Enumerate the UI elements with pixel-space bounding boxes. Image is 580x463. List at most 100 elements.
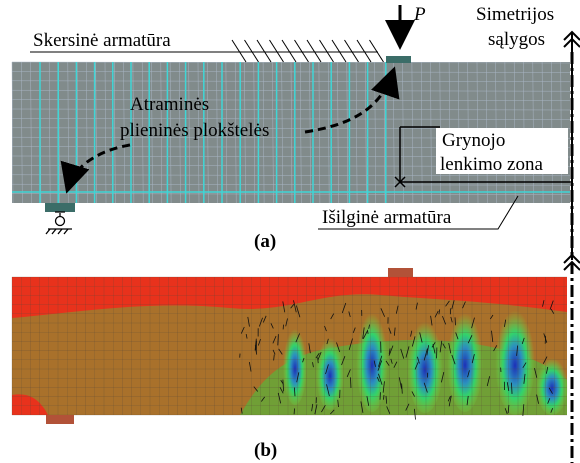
- crack: [385, 360, 390, 366]
- crack: [249, 361, 252, 372]
- mesh-line: [21, 61, 23, 204]
- crack: [451, 300, 455, 310]
- crack: [439, 340, 443, 353]
- crack: [312, 362, 314, 368]
- transverse-rebar-label: Skersinė armatūra: [33, 30, 171, 51]
- crack: [272, 335, 277, 344]
- zone-bracket: [399, 126, 572, 183]
- crack: [548, 387, 553, 394]
- mesh-line: [141, 61, 144, 204]
- crack: [448, 395, 452, 407]
- crack: [466, 395, 469, 406]
- crack: [447, 395, 451, 402]
- mesh-line: [430, 61, 432, 204]
- crack: [317, 357, 319, 364]
- load-plate: [388, 268, 413, 277]
- crack: [405, 403, 410, 411]
- damage-zone: [536, 355, 568, 415]
- crack: [380, 308, 386, 317]
- crack: [506, 382, 510, 392]
- mesh-line: [11, 183, 571, 186]
- mesh-line: [281, 61, 283, 204]
- crack: [471, 354, 475, 364]
- leader-line: [318, 195, 519, 230]
- crack: [285, 318, 288, 327]
- crack: [336, 342, 341, 353]
- crack: [522, 362, 527, 369]
- crack: [362, 331, 368, 340]
- zone-marker: [394, 176, 406, 188]
- leader-arrow: [60, 143, 131, 194]
- crack: [400, 348, 405, 359]
- crack: [258, 317, 263, 327]
- crack: [277, 392, 282, 404]
- stirrups: [39, 62, 387, 203]
- crack: [324, 325, 327, 332]
- mesh-line: [346, 61, 349, 204]
- mesh-line: [197, 61, 200, 204]
- mesh-line: [188, 61, 190, 204]
- crack: [398, 377, 402, 389]
- label-bg: [436, 128, 568, 174]
- mesh-line: [11, 99, 571, 101]
- mesh-line: [11, 108, 571, 111]
- crack: [240, 407, 243, 414]
- crack: [253, 386, 259, 392]
- crack: [261, 396, 266, 402]
- crack: [448, 342, 452, 354]
- mesh-line: [104, 61, 107, 204]
- crack: [426, 345, 430, 356]
- crack: [550, 308, 555, 314]
- mesh-line: [11, 89, 571, 92]
- panel-b: (b): [11, 253, 580, 463]
- crack: [294, 387, 296, 397]
- crack: [308, 343, 311, 354]
- crack: [373, 360, 376, 367]
- mesh-line: [11, 174, 571, 177]
- cracks: [239, 300, 555, 420]
- mesh-line: [290, 61, 293, 204]
- crack: [504, 319, 507, 328]
- crack: [317, 352, 322, 361]
- crack: [257, 338, 261, 346]
- load-label: P: [413, 4, 426, 25]
- leader-line: [281, 39, 297, 63]
- mesh-line: [11, 61, 14, 204]
- mesh-line: [207, 61, 209, 204]
- crack: [416, 356, 420, 364]
- crack: [511, 382, 513, 394]
- mesh: [11, 276, 567, 416]
- crack: [360, 401, 364, 413]
- crack: [549, 300, 554, 310]
- mesh-line: [11, 80, 571, 83]
- crack: [423, 348, 428, 361]
- damage-zone: [316, 334, 344, 410]
- crack: [523, 373, 526, 384]
- crack: [521, 337, 525, 344]
- crack: [516, 345, 518, 356]
- crack: [272, 349, 276, 355]
- mesh: [11, 61, 571, 204]
- damage-zone: [356, 308, 388, 412]
- zone-label: Grynojo: [442, 130, 505, 151]
- leader-line: [344, 39, 359, 63]
- crack: [282, 379, 284, 392]
- crack: [430, 315, 433, 326]
- crack: [341, 302, 347, 314]
- mesh-line: [300, 61, 302, 204]
- crack: [410, 330, 413, 337]
- crack: [547, 398, 551, 404]
- crack: [311, 403, 314, 412]
- mesh-line: [318, 61, 321, 204]
- mesh-line: [216, 61, 218, 204]
- mesh-line: [420, 61, 423, 204]
- crack: [293, 300, 297, 313]
- plates-label: Atraminės: [130, 94, 209, 115]
- crack: [431, 342, 436, 348]
- crack: [368, 324, 370, 329]
- crack: [326, 384, 330, 397]
- mesh-line: [234, 61, 237, 204]
- crack: [302, 357, 305, 363]
- leader-line: [356, 39, 372, 63]
- crack: [279, 387, 284, 394]
